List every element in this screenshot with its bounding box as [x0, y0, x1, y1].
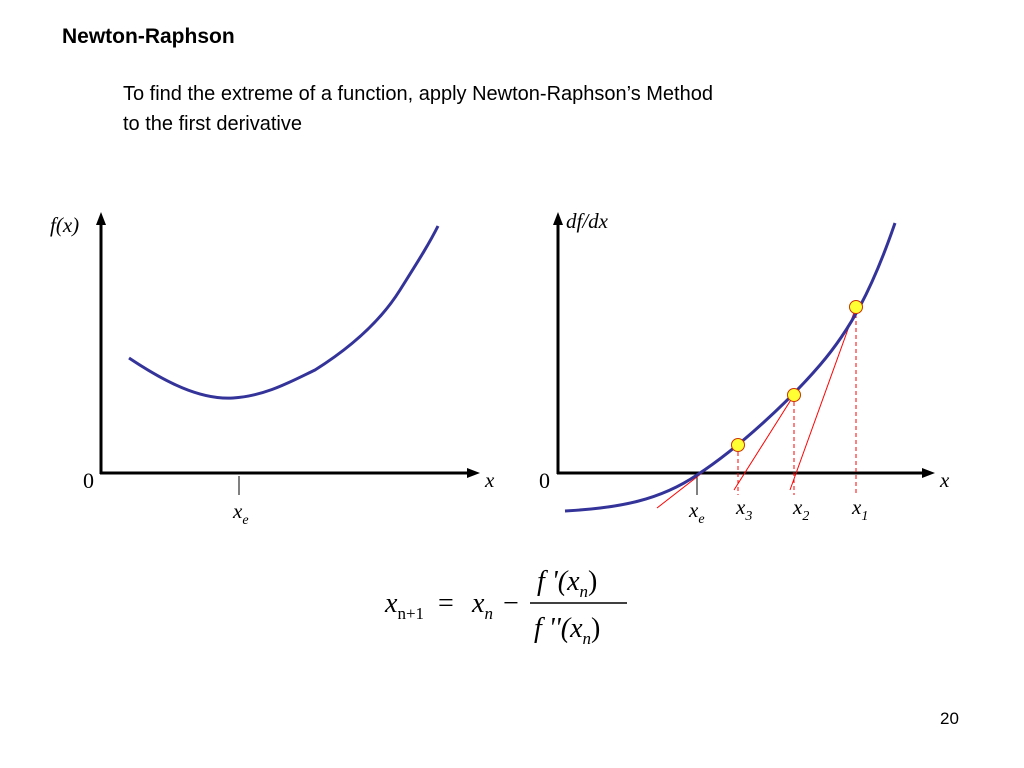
formula-prefix: f ''( [534, 613, 572, 644]
y-label: f(x) [50, 213, 79, 237]
iterate-point [731, 438, 745, 452]
tangent-line [789, 306, 857, 491]
label-sub: e [698, 512, 704, 527]
point-label: xe [688, 498, 705, 527]
title: Newton-Raphson [62, 25, 235, 48]
label-sub: e [242, 513, 248, 528]
formula-var: x [471, 588, 485, 619]
point-label: x3 [735, 495, 752, 524]
body-line: to the first derivative [123, 113, 302, 135]
formula-sub: n [583, 629, 592, 648]
formula-suffix: ) [588, 566, 597, 597]
formula-lhs: xn+1 [384, 588, 424, 623]
formula: xn+1 = xn − f '(xn) f ''(xn) [384, 566, 627, 648]
label-sub: 2 [802, 509, 809, 524]
formula-var: x [569, 613, 583, 644]
function-curve [128, 225, 440, 400]
formula-suffix: ) [591, 613, 600, 644]
formula-sub: n [484, 604, 493, 623]
formula-sub: n [580, 582, 589, 601]
origin-label: 0 [83, 468, 94, 493]
x-label: x [484, 468, 495, 492]
point-label: x2 [792, 495, 809, 524]
iterate-point [787, 388, 801, 402]
formula-rhs: xn [471, 588, 493, 623]
origin-label: 0 [539, 468, 550, 493]
arrow [96, 212, 106, 225]
tangent-line [733, 394, 795, 491]
label-main: x [688, 498, 699, 522]
y-label: df/dx [566, 209, 609, 233]
formula-prefix: f '( [537, 566, 569, 597]
label-main: x [851, 495, 862, 519]
arrow [922, 468, 935, 478]
left-plot: f(x) 0 x xe [50, 212, 495, 528]
right-plot: df/dx 0 x xe x3 x2 x1 [539, 209, 950, 527]
formula-numerator: f '(xn) [537, 566, 597, 601]
formula-var: x [566, 566, 580, 597]
arrow [467, 468, 480, 478]
x-label: x [939, 468, 950, 492]
label-sub: 3 [744, 509, 752, 524]
formula-denominator: f ''(xn) [534, 613, 600, 648]
formula-minus: − [503, 588, 519, 619]
iterate-point [849, 300, 863, 314]
label-main: x [792, 495, 803, 519]
formula-var: x [384, 588, 398, 619]
arrow [553, 212, 563, 225]
page-number: 20 [940, 709, 959, 728]
label-main: x [735, 495, 746, 519]
point-label: x1 [851, 495, 868, 524]
formula-equals: = [438, 588, 454, 619]
label-sub: 1 [861, 509, 868, 524]
label-main: x [232, 499, 243, 523]
extreme-label: xe [232, 499, 249, 528]
formula-sub: n+1 [397, 604, 424, 623]
body-line: To find the extreme of a function, apply… [123, 83, 713, 105]
